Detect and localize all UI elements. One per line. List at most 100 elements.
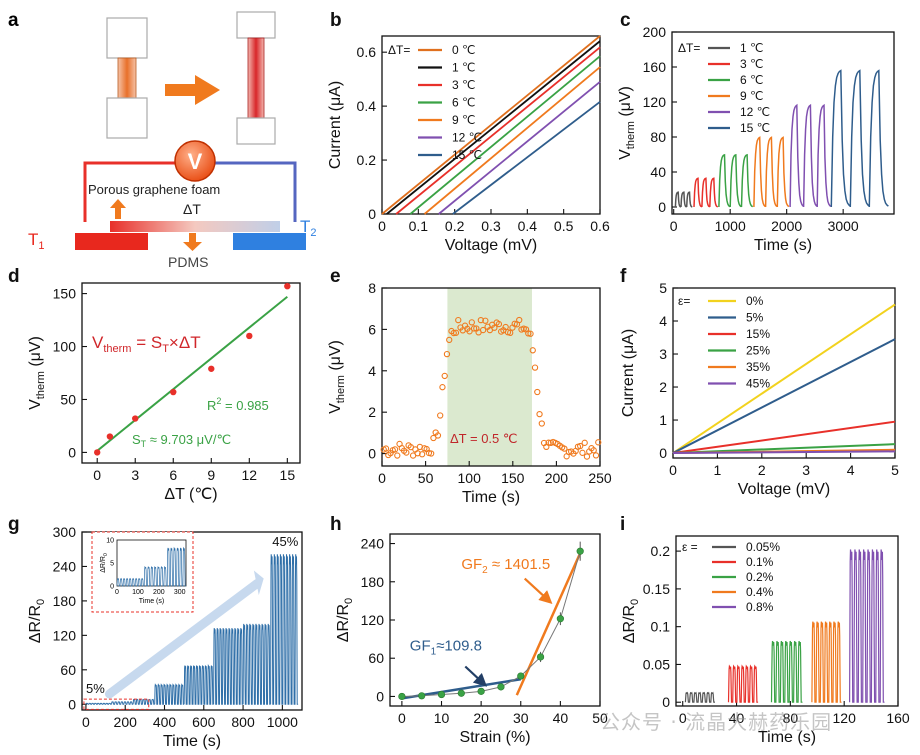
data-point xyxy=(579,449,586,456)
delta-t-label: ΔT xyxy=(183,201,201,217)
y-tick-label: 60 xyxy=(60,662,76,678)
data-point xyxy=(441,372,448,380)
specimen-unstretched xyxy=(106,17,148,139)
y-tick-label: 50 xyxy=(60,391,76,407)
t2-label: T2 xyxy=(300,217,317,239)
panel-a: a V Porous graphene foam ΔT xyxy=(8,10,317,270)
legend-label: 0.2% xyxy=(746,570,774,584)
legend-label: 45% xyxy=(746,377,770,391)
x-axis-label: Voltage (mV) xyxy=(738,481,830,498)
legend-label: 15% xyxy=(746,327,770,341)
data-point xyxy=(502,323,509,331)
legend-label: 6 ℃ xyxy=(740,73,763,87)
y-tick-label: 0 xyxy=(658,199,666,215)
x-tick-label: 0 xyxy=(670,218,678,234)
x-tick-label: 200 xyxy=(114,714,138,730)
panel-f: 0 1 2 3 4 5 0 1 2 3 4 5 Voltage (mV) Current (μA) f ε= 0… xyxy=(620,266,899,498)
data-point xyxy=(590,447,597,454)
y-tick-label: 200 xyxy=(643,24,667,40)
series-line xyxy=(85,702,112,705)
data-point xyxy=(455,316,462,324)
panel-letter-i: i xyxy=(620,514,625,535)
x-tick-label: 40 xyxy=(553,710,569,726)
legend-label: 15 ℃ xyxy=(452,148,482,162)
y-tick-label: 180 xyxy=(53,593,77,609)
x-axis-label: Time (s) xyxy=(754,237,812,254)
seebeck-label: ST ≈ 9.703 μV/℃ xyxy=(132,432,231,449)
trend-arrow-icon xyxy=(105,579,262,699)
x-tick-label: 120 xyxy=(833,710,857,726)
x-axis-label: ΔT (℃) xyxy=(164,486,217,503)
y-tick-label: 0.05 xyxy=(643,656,670,672)
y-tick-label: 150 xyxy=(53,286,77,302)
series-line xyxy=(381,35,601,215)
inset-x-tick-label: 0 xyxy=(115,589,119,596)
legend-label: 5% xyxy=(746,311,764,325)
panel-letter-d: d xyxy=(8,266,20,287)
y-axis-label: ΔR/R0 xyxy=(621,599,641,643)
plot-frame xyxy=(672,287,896,459)
legend-label: 3 ℃ xyxy=(740,57,763,71)
data-point xyxy=(450,329,457,337)
inset-x-tick-label: 100 xyxy=(132,589,144,596)
data-point xyxy=(527,330,534,337)
y-axis-label: ΔR/R0 xyxy=(27,599,47,643)
data-point xyxy=(208,365,215,372)
data-point xyxy=(428,450,435,457)
x-tick-label: 4 xyxy=(847,462,855,478)
inset-y-tick-label: 5 xyxy=(110,561,114,568)
data-point xyxy=(495,320,503,328)
x-tick-label: 2000 xyxy=(771,218,802,234)
strain-label-low: 5% xyxy=(86,681,105,696)
legend-label: 6 ℃ xyxy=(452,96,475,110)
strain-label-high: 45% xyxy=(272,534,298,549)
x-tick-label: 0 xyxy=(93,467,101,483)
series-line xyxy=(684,691,715,703)
plot-frame xyxy=(381,287,601,467)
connect-line xyxy=(401,551,581,697)
series-line xyxy=(672,338,896,454)
x-tick-label: 6 xyxy=(169,467,177,483)
t1-label: T1 xyxy=(28,230,45,252)
x-tick-label: 0.4 xyxy=(518,218,538,234)
x-tick-label: 0.2 xyxy=(445,218,465,234)
series-line xyxy=(770,640,803,703)
data-point xyxy=(246,332,253,340)
inset-series-line xyxy=(143,565,168,587)
y-axis-label: Vtherm (μV) xyxy=(327,340,347,414)
panel-i: 0 40 80 120 160 0 0.05 0.1 0.15 0.2 Time (s) ΔR/R0 i… xyxy=(620,514,910,746)
stretch-arrow-icon xyxy=(165,75,220,105)
legend-label: 0 ℃ xyxy=(452,43,475,57)
panel-letter-c: c xyxy=(620,10,631,31)
data-point xyxy=(525,330,532,337)
y-axis-label: ΔR/R0 xyxy=(335,598,355,642)
y-tick-label: 8 xyxy=(368,280,376,296)
x-tick-label: 0 xyxy=(82,714,90,730)
y-tick-label: 0 xyxy=(659,445,667,461)
y-tick-label: 2 xyxy=(368,404,376,420)
x-axis-label: Strain (%) xyxy=(459,729,530,746)
x-tick-label: 20 xyxy=(473,710,489,726)
voltmeter-label: V xyxy=(188,149,203,174)
x-tick-label: 800 xyxy=(231,714,255,730)
panel-letter-g: g xyxy=(8,514,20,535)
series-line xyxy=(718,153,754,208)
data-point xyxy=(491,324,498,331)
inset-frame xyxy=(91,531,194,613)
data-point xyxy=(394,452,401,459)
data-point xyxy=(403,449,410,456)
series-line xyxy=(830,69,889,208)
series-line xyxy=(674,191,693,208)
gf1-label: GF1≈109.8 xyxy=(410,638,482,658)
cold-block xyxy=(233,233,306,250)
y-tick-label: 4 xyxy=(659,313,667,329)
data-point xyxy=(170,388,177,396)
x-axis-label: Voltage (mV) xyxy=(445,237,537,254)
data-point xyxy=(418,451,426,458)
data-point xyxy=(470,325,478,332)
data-point xyxy=(430,434,437,442)
x-tick-label: 1000 xyxy=(267,714,298,730)
data-point xyxy=(531,364,539,371)
legend-title: ε = xyxy=(682,540,698,554)
legend-label: 3 ℃ xyxy=(452,78,475,92)
